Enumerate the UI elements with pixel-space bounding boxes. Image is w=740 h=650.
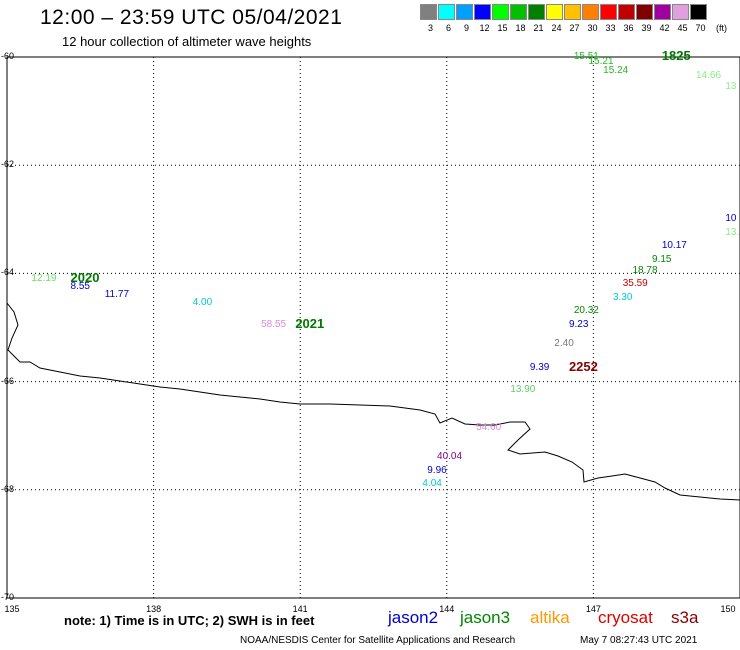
map-subtitle: 12 hour collection of altimeter wave hei… (62, 34, 312, 49)
pass-time-label: 2252 (568, 360, 598, 374)
scale-tick-label: 42 (659, 23, 670, 33)
generation-timestamp: May 7 08:27:43 UTC 2021 (580, 635, 698, 646)
scale-tick-label: 30 (587, 23, 598, 33)
wave-height-label: 9.15 (652, 254, 672, 265)
latitude-tick-label: -68 (1, 483, 15, 494)
legend-item-jason3: jason3 (460, 608, 511, 627)
scale-swatch (546, 4, 563, 20)
scale-swatch (618, 4, 635, 20)
pass-time-label: 2020 (70, 270, 100, 284)
scale-unit: (ft) (716, 23, 727, 33)
wave-height-label: 2.40 (554, 338, 574, 349)
scale-swatch (690, 4, 707, 20)
wave-height-label: 10.17 (661, 241, 687, 252)
longitude-tick-label: 138 (146, 604, 162, 614)
longitude-tick-label: 147 (585, 604, 601, 614)
wave-height-label: 4.04 (422, 479, 442, 490)
scale-tick-label: 18 (515, 23, 526, 33)
scale-swatch (438, 4, 455, 20)
wave-height-label: 18.78 (632, 265, 658, 276)
wave-height-label: 13. (725, 227, 740, 238)
pass-time-label: 2021 (295, 316, 325, 330)
scale-tick-label: 27 (569, 23, 580, 33)
wave-height-label: 9.23 (568, 319, 589, 330)
longitude-tick-label: 141 (292, 604, 308, 614)
longitude-tick-label: 135 (4, 604, 20, 614)
scale-swatch (564, 4, 581, 20)
wave-height-label: 15.51 (573, 52, 599, 62)
credit-line: NOAA/NESDIS Center for Satellite Applica… (240, 635, 516, 646)
wave-height-label: 15.24 (603, 65, 629, 76)
wave-height-label: 40.04 (437, 452, 463, 463)
scale-tick-label: 15 (497, 23, 508, 33)
legend-item-altika: altika (530, 608, 570, 627)
scale-swatch (492, 4, 509, 20)
legend-item-cryosat: cryosat (598, 608, 653, 627)
latitude-tick-label: -70 (1, 592, 15, 602)
wave-height-label: 3.30 (612, 292, 633, 303)
wave-height-label: 13.90 (510, 384, 536, 395)
scale-tick-label: 39 (641, 23, 652, 33)
wave-height-label: 10 (725, 214, 737, 225)
footer-note: note: 1) Time is in UTC; 2) SWH is in fe… (64, 613, 315, 628)
wave-height-label: 4.00 (192, 298, 213, 309)
plot-frame (6, 56, 740, 599)
wave-height-label: 54.60 (476, 422, 502, 433)
scale-tick-label: 21 (533, 23, 544, 33)
scale-swatch (456, 4, 473, 20)
wave-height-label: 8.55 (70, 281, 90, 292)
latitude-tick-label: -62 (1, 159, 15, 170)
scale-swatch (600, 4, 617, 20)
wave-height-label: 35.59 (622, 279, 648, 290)
scale-swatch (636, 4, 653, 20)
scale-tick-label: 24 (551, 23, 562, 33)
wave-height-label: 9.39 (529, 363, 550, 374)
scale-tick-label: 6 (445, 23, 451, 33)
scale-tick-label: 9 (463, 23, 469, 33)
wave-height-label: 12.19 (31, 273, 57, 284)
gridlines (7, 57, 740, 598)
wave-height-label: 9.96 (427, 465, 447, 476)
scale-swatch (420, 4, 437, 20)
wave-height-label: 15.21 (588, 57, 614, 68)
scale-swatch (474, 4, 491, 20)
wave-height-label: 58.55 (261, 319, 287, 330)
scale-swatch (528, 4, 545, 20)
longitude-tick-label: 144 (439, 604, 455, 614)
scale-tick-label: 45 (677, 23, 688, 33)
latitude-tick-label: -66 (1, 375, 15, 386)
wave-height-label: 13 (725, 81, 737, 92)
scale-swatch (654, 4, 671, 20)
scale-tick-label: 33 (605, 23, 616, 33)
scale-swatch (672, 4, 689, 20)
pass-time-label: 1825 (661, 49, 691, 62)
wave-height-label: 11.77 (104, 290, 130, 301)
scale-swatch (582, 4, 599, 20)
scale-tick-label: 3 (427, 23, 433, 33)
latitude-tick-label: -60 (1, 51, 15, 61)
scale-tick-label: 12 (479, 23, 490, 33)
map-title: 12:00 – 23:59 UTC 05/04/2021 (40, 6, 343, 29)
legend-item-s3a: s3a (671, 608, 699, 627)
longitude-tick-label: 150 (720, 604, 736, 614)
scale-swatch (510, 4, 527, 20)
antarctic-coastline (6, 302, 740, 501)
scale-tick-label: 70 (695, 23, 706, 33)
latitude-tick-label: -64 (1, 267, 15, 278)
legend-item-jason2: jason2 (388, 608, 439, 627)
wave-height-label: 20.32 (573, 306, 599, 317)
scale-tick-label: 36 (623, 23, 634, 33)
wave-height-label: 14.66 (696, 70, 722, 81)
